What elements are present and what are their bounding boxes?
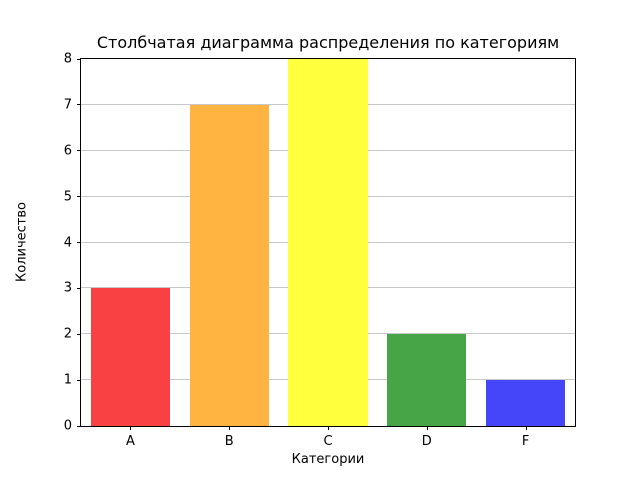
x-tick-mark-C <box>328 426 329 430</box>
y-tick-mark-4 <box>77 242 81 243</box>
chart-title: Столбчатая диаграмма распределения по ка… <box>96 33 560 52</box>
y-tick-label-4: 4 <box>63 235 72 250</box>
x-tick-label-F: F <box>521 434 530 449</box>
plot-area: 0 1 2 3 4 5 6 7 8 A B C D F <box>64 53 576 448</box>
x-tick-mark-F <box>525 426 527 430</box>
bar-A <box>90 288 170 426</box>
y-tick-label-7: 7 <box>63 97 72 113</box>
y-tick-mark-7 <box>77 104 81 106</box>
x-axis-label: Категории <box>291 452 365 467</box>
x-tick-mark-B <box>229 426 231 430</box>
y-tick-mark-8 <box>77 58 81 60</box>
x-tick-label-B: B <box>224 434 234 449</box>
y-tick-label-5: 5 <box>63 189 72 205</box>
y-tick-mark-2 <box>77 333 81 335</box>
y-tick-mark-6 <box>77 150 81 152</box>
y-tick-label-8: 8 <box>63 51 72 67</box>
bar-B <box>189 104 269 426</box>
x-tick-label-A: A <box>125 434 135 449</box>
y-tick-label-2: 2 <box>63 326 72 342</box>
x-tick-label-D: D <box>421 434 432 449</box>
y-tick-mark-1 <box>77 379 81 381</box>
y-tick-mark-0 <box>77 425 81 427</box>
y-tick-label-6: 6 <box>63 143 72 159</box>
y-tick-label-0: 0 <box>63 418 72 434</box>
x-tick-label-C: C <box>323 434 333 449</box>
y-tick-mark-3 <box>77 287 81 289</box>
x-tick-mark-D <box>426 426 428 430</box>
bar-D <box>387 334 467 426</box>
y-tick-label-3: 3 <box>63 280 72 296</box>
y-tick-mark-5 <box>77 196 81 198</box>
bar-C <box>288 59 368 426</box>
x-tick-mark-A <box>130 426 132 430</box>
y-axis-label: Количество <box>14 202 30 282</box>
bar-F <box>486 380 566 426</box>
y-tick-label-1: 1 <box>63 372 72 388</box>
